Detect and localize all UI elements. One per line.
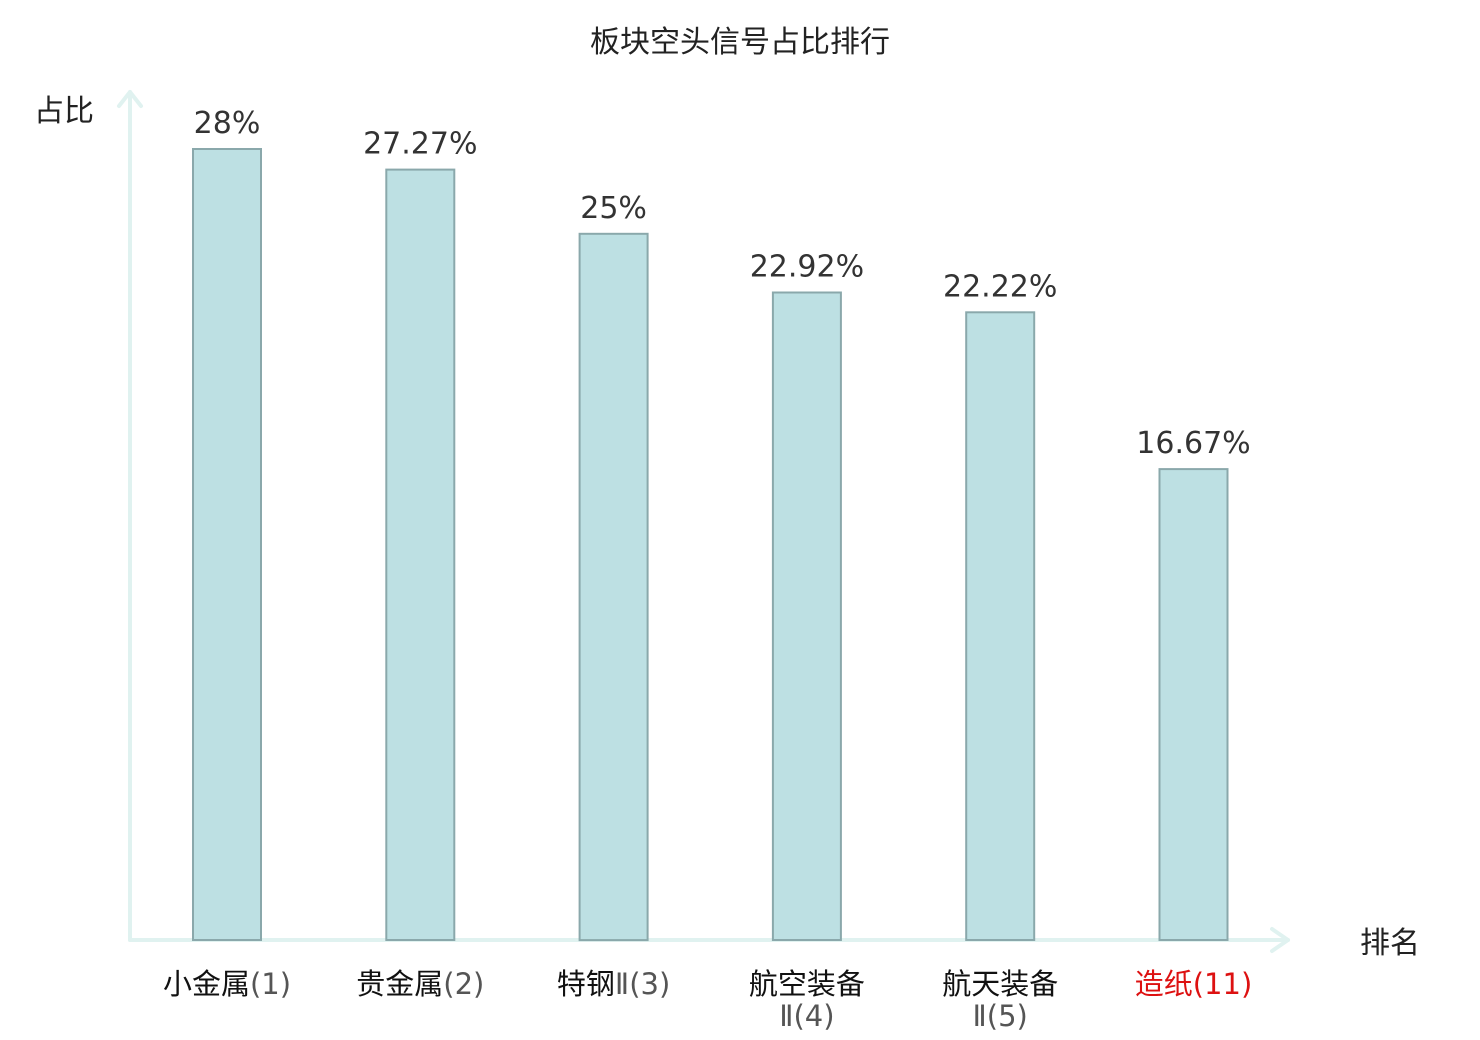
- value-label-1: 28%: [194, 106, 261, 141]
- axes: [117, 90, 1290, 953]
- category-name: 航天装备: [942, 967, 1058, 1001]
- category-rank: Ⅱ(5): [973, 999, 1028, 1033]
- category-name: 特钢: [557, 967, 615, 1001]
- category-rank: Ⅱ(4): [779, 999, 834, 1033]
- category-label-1: 小金属(1): [163, 967, 291, 1001]
- category-name: 小金属: [163, 967, 250, 1001]
- bar-2: [385, 168, 456, 942]
- category-name: 航空装备: [749, 967, 865, 1001]
- value-label-3: 25%: [580, 191, 647, 226]
- category-label-3: 特钢Ⅱ(3): [557, 967, 670, 1001]
- svg-text:特钢Ⅱ(3): 特钢Ⅱ(3): [557, 967, 670, 1001]
- category-rank: (1): [250, 967, 291, 1001]
- bar-3: [578, 232, 649, 942]
- svg-text:贵金属(2): 贵金属(2): [356, 967, 484, 1001]
- y-axis-label: 占比: [34, 94, 94, 129]
- value-label-2: 27.27%: [363, 127, 477, 162]
- value-labels: 28% 27.27% 25% 22.92% 22.22% 16.67%: [194, 106, 1251, 461]
- category-rank: (11): [1193, 967, 1253, 1001]
- bars: [192, 148, 1229, 942]
- chart-title: 板块空头信号占比排行: [590, 25, 890, 60]
- y-axis-arrowhead: [117, 90, 143, 108]
- category-rank: Ⅱ(3): [615, 967, 670, 1001]
- bar-1: [192, 148, 262, 941]
- category-label-2: 贵金属(2): [356, 967, 484, 1001]
- value-label-4: 22.92%: [750, 250, 864, 285]
- category-name: 贵金属: [356, 967, 443, 1001]
- category-rank: (2): [443, 967, 484, 1001]
- category-label-6: 造纸(11): [1135, 967, 1253, 1001]
- category-name: 造纸: [1135, 967, 1193, 1001]
- bar-5: [965, 311, 1036, 941]
- value-label-5: 22.22%: [943, 269, 1057, 304]
- svg-text:造纸(11): 造纸(11): [1135, 967, 1253, 1001]
- bar-6: [1158, 468, 1229, 941]
- svg-text:小金属(1): 小金属(1): [163, 967, 291, 1001]
- x-axis-arrowhead: [1270, 927, 1290, 953]
- value-label-6: 16.67%: [1136, 426, 1250, 461]
- x-axis-label: 排名: [1360, 926, 1420, 961]
- bar-4: [771, 291, 842, 941]
